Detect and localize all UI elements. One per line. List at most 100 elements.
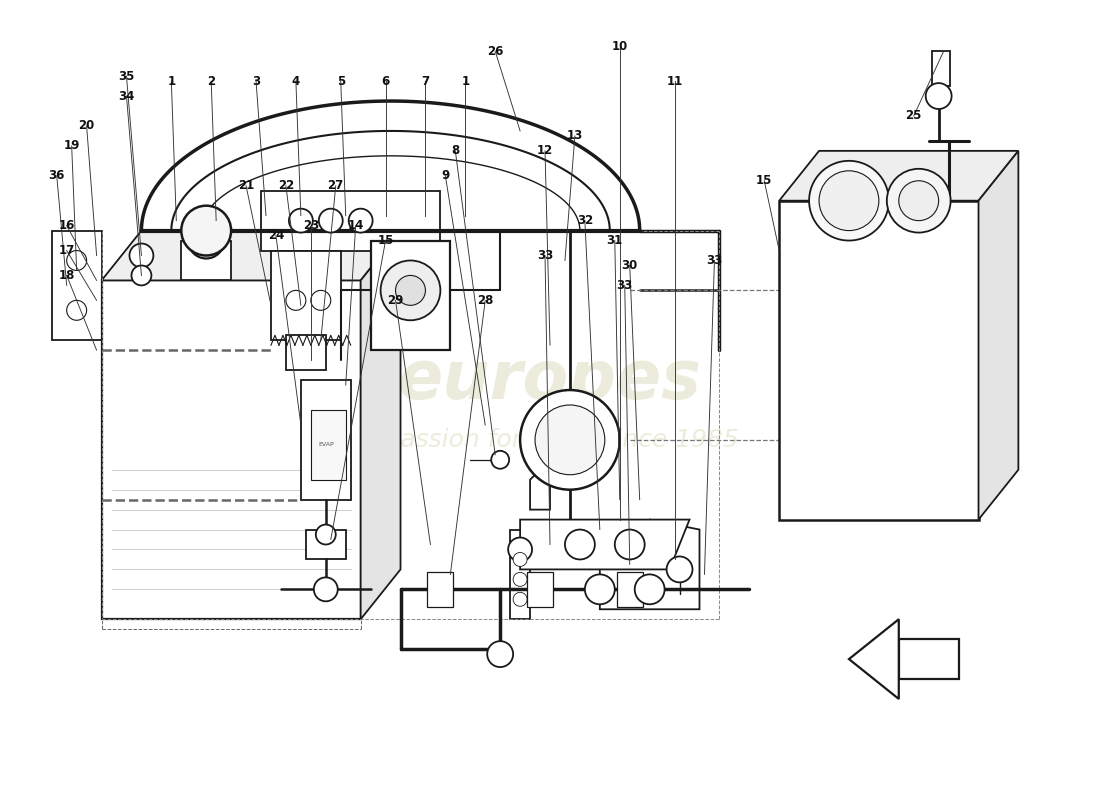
Circle shape (188, 222, 224, 258)
Polygon shape (261, 190, 440, 250)
Text: 16: 16 (58, 219, 75, 232)
Bar (311, 410, 345, 480)
Polygon shape (849, 619, 899, 699)
Polygon shape (899, 639, 958, 679)
Text: 12: 12 (537, 144, 553, 158)
Polygon shape (979, 151, 1019, 519)
Text: 4: 4 (292, 74, 300, 88)
Circle shape (289, 209, 312, 233)
Circle shape (396, 275, 426, 306)
Text: 11: 11 (667, 74, 683, 88)
Text: 10: 10 (612, 40, 628, 53)
Text: 35: 35 (119, 70, 134, 82)
Circle shape (635, 574, 664, 604)
Text: 2: 2 (207, 74, 216, 88)
Circle shape (667, 557, 693, 582)
Bar (286, 335, 326, 370)
Text: 32: 32 (576, 214, 593, 227)
Polygon shape (904, 170, 934, 201)
Text: 29: 29 (387, 294, 404, 307)
Polygon shape (510, 530, 530, 619)
Text: 6: 6 (382, 74, 389, 88)
Circle shape (520, 390, 619, 490)
Text: 24: 24 (267, 229, 284, 242)
Text: 31: 31 (606, 234, 623, 247)
Bar (428, 572, 453, 607)
Text: 15: 15 (377, 234, 394, 247)
Bar (617, 572, 642, 607)
Text: 33: 33 (537, 249, 553, 262)
Circle shape (314, 578, 338, 602)
Polygon shape (530, 470, 550, 510)
Bar (271, 250, 341, 340)
Text: 27: 27 (328, 179, 344, 192)
Polygon shape (101, 230, 400, 281)
Circle shape (487, 641, 513, 667)
Circle shape (508, 538, 532, 562)
Polygon shape (520, 519, 690, 570)
Bar (932, 51, 949, 86)
Circle shape (615, 530, 645, 559)
Bar (527, 572, 553, 607)
Text: 14: 14 (348, 219, 364, 232)
Circle shape (182, 206, 231, 255)
Text: 8: 8 (451, 144, 460, 158)
Text: 22: 22 (278, 179, 294, 192)
Circle shape (311, 290, 331, 310)
Text: 33: 33 (706, 254, 723, 267)
Circle shape (132, 266, 152, 286)
Circle shape (286, 290, 306, 310)
Text: 25: 25 (905, 110, 922, 122)
Bar (306, 530, 345, 559)
Text: 18: 18 (58, 269, 75, 282)
Text: 17: 17 (58, 244, 75, 257)
Text: europes: europes (398, 347, 702, 413)
Circle shape (381, 261, 440, 320)
Text: 20: 20 (78, 119, 95, 133)
Polygon shape (52, 230, 101, 340)
Circle shape (535, 405, 605, 474)
Text: 7: 7 (421, 74, 429, 88)
Circle shape (820, 170, 879, 230)
Circle shape (810, 161, 889, 241)
Circle shape (67, 300, 87, 320)
Circle shape (926, 83, 952, 109)
Circle shape (513, 572, 527, 586)
Polygon shape (361, 230, 400, 619)
Circle shape (887, 169, 950, 233)
Text: 34: 34 (119, 90, 134, 102)
Bar (371, 241, 450, 350)
Text: 13: 13 (566, 130, 583, 142)
Text: EVAP: EVAP (318, 442, 333, 447)
Text: 1: 1 (461, 74, 470, 88)
Polygon shape (101, 281, 361, 619)
Circle shape (513, 553, 527, 566)
Circle shape (585, 574, 615, 604)
Text: 3: 3 (252, 74, 260, 88)
Polygon shape (779, 201, 979, 519)
Text: 5: 5 (337, 74, 345, 88)
Circle shape (513, 592, 527, 606)
Circle shape (316, 525, 336, 545)
Text: 30: 30 (621, 259, 638, 272)
Text: 26: 26 (487, 45, 504, 58)
Circle shape (492, 451, 509, 469)
Circle shape (67, 250, 87, 270)
Text: 21: 21 (238, 179, 254, 192)
Text: 9: 9 (441, 170, 450, 182)
Text: 1: 1 (167, 74, 175, 88)
Circle shape (899, 181, 938, 221)
Text: 19: 19 (64, 139, 80, 152)
Bar (301, 380, 351, 500)
Circle shape (319, 209, 343, 233)
Text: 33: 33 (617, 279, 632, 292)
Polygon shape (779, 151, 1019, 201)
Circle shape (565, 530, 595, 559)
Text: a passion for parts since 1985: a passion for parts since 1985 (361, 428, 739, 452)
Text: 23: 23 (302, 219, 319, 232)
Circle shape (349, 209, 373, 233)
Text: 36: 36 (48, 170, 65, 182)
Polygon shape (600, 519, 700, 610)
Text: 15: 15 (756, 174, 772, 187)
Circle shape (130, 243, 153, 267)
